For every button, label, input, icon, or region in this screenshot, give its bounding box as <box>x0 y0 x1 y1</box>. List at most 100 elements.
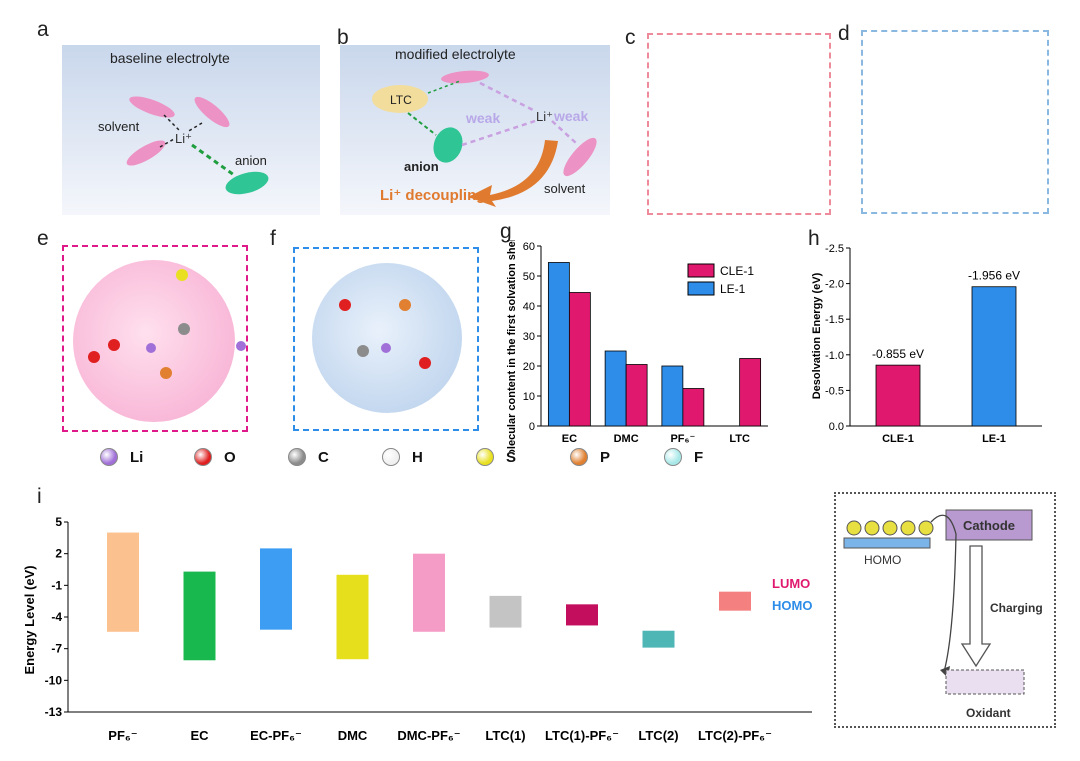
atom-legend-s: S <box>476 448 516 466</box>
x-tick-label: EC <box>562 433 577 445</box>
bar-cle-1 <box>875 364 921 427</box>
y-tick-label: -2.5 <box>825 243 844 255</box>
atom-symbol: S <box>506 448 517 466</box>
solvent-molecule <box>126 140 166 166</box>
bar-le-1 <box>604 350 627 427</box>
panel-label-e: e <box>37 227 49 250</box>
x-tick-label: LE-1 <box>982 433 1006 445</box>
x-tick-label: CLE-1 <box>882 433 914 445</box>
atom-legend: Li O C H S P F <box>100 448 720 472</box>
y-tick-label: -2.0 <box>825 279 844 291</box>
legend-label-le: LE-1 <box>720 282 746 296</box>
legend-swatch-cle <box>687 263 715 278</box>
energy-bar <box>566 604 598 626</box>
bar-cle-1 <box>625 364 648 427</box>
panel-b-title: modified electrolyte <box>395 46 516 62</box>
legend-swatch-le <box>687 281 715 296</box>
anion-label: anion <box>404 159 439 174</box>
y-tick-label: 2 <box>55 547 62 561</box>
atom-legend-f: F <box>664 448 703 466</box>
panel-a-schematic: baseline electrolyte Li⁺ solvent anion <box>62 45 320 215</box>
energy-bar <box>413 553 445 632</box>
li-ion-label: Li⁺ <box>536 109 553 124</box>
atom-symbol: F <box>694 448 704 466</box>
anion-label: anion <box>235 153 267 168</box>
y-tick-label: 40 <box>523 301 535 313</box>
bar-le-1 <box>971 286 1017 427</box>
panel-label-b: b <box>337 26 349 49</box>
atom-swatch <box>288 448 306 466</box>
y-tick-label: -10 <box>45 673 63 687</box>
atom-swatch <box>382 448 400 466</box>
y-tick-label: -13 <box>45 705 63 719</box>
panel-label-a: a <box>37 18 49 41</box>
solvent-label: solvent <box>544 181 586 196</box>
bar-cle-1 <box>739 358 762 427</box>
x-tick-label: LTC <box>729 433 750 445</box>
atom-legend-p: P <box>570 448 610 466</box>
x-tick-label: LTC(1)-PF₆⁻ <box>545 728 619 743</box>
chart-i-energy-levels: Energy Level (eV) LUMO HOMO 5 2 -1 -4 -7 -10 -… <box>22 515 812 743</box>
solvation-cluster-e <box>62 245 248 432</box>
x-tick-label: LTC(1) <box>485 728 525 743</box>
x-tick-label: LTC(2) <box>638 728 678 743</box>
atom-swatch <box>100 448 118 466</box>
y-axis-label: Desolvation Energy (eV) <box>811 272 823 399</box>
energy-bar <box>183 571 216 661</box>
energy-bar <box>107 532 139 632</box>
y-axis-label: Molecular content in the first solvation… <box>506 240 518 452</box>
y-tick-label: 60 <box>523 241 535 253</box>
y-tick-label: -1.5 <box>825 314 844 326</box>
atom-symbol: P <box>600 448 611 466</box>
bar-le-1 <box>547 262 570 427</box>
homo-label: HOMO <box>864 553 901 567</box>
x-tick-label: DMC <box>614 433 639 445</box>
weak-label: weak <box>553 108 588 124</box>
x-tick-label: EC-PF₆⁻ <box>250 728 302 743</box>
panel-label-d: d <box>838 22 850 45</box>
y-tick-label: 20 <box>523 361 535 373</box>
atom-legend-c: C <box>288 448 329 466</box>
homo-electrons <box>846 520 934 536</box>
panel-label-h: h <box>808 227 820 250</box>
solvent-molecule <box>441 70 489 84</box>
y-tick-label: 0.0 <box>829 421 844 433</box>
atom-swatch <box>476 448 494 466</box>
x-tick-label: PF₆⁻ <box>670 433 695 445</box>
energy-bar <box>260 548 292 630</box>
y-axis-label: Energy Level (eV) <box>22 565 37 674</box>
ltc-label: LTC <box>390 93 412 107</box>
atom-symbol: Li <box>130 448 144 466</box>
anion-molecule <box>225 171 269 195</box>
x-tick-label: EC <box>190 728 209 743</box>
charging-label: Charging <box>990 601 1043 615</box>
energy-bar <box>719 591 751 611</box>
legend-lumo: LUMO <box>772 576 810 591</box>
anion-molecule <box>433 127 463 163</box>
atom-legend-li: Li <box>100 448 143 466</box>
md-snapshot-d <box>861 30 1049 214</box>
data-label: -0.855 eV <box>872 347 924 361</box>
x-tick-label: LTC(2)-PF₆⁻ <box>698 728 772 743</box>
x-tick-label: PF₆⁻ <box>108 728 137 743</box>
atom-swatch <box>194 448 212 466</box>
panel-label-i: i <box>37 485 42 508</box>
y-tick-label: 30 <box>523 331 535 343</box>
energy-bar <box>642 630 675 648</box>
decoupling-label: Li⁺ decoupling <box>380 187 485 204</box>
atom-swatch <box>570 448 588 466</box>
y-tick-label: 0 <box>529 421 535 433</box>
panel-label-g: g <box>500 220 512 243</box>
atom-swatch <box>664 448 682 466</box>
solvent-molecule <box>563 137 597 177</box>
y-tick-label: -7 <box>51 642 62 656</box>
md-snapshot-c <box>647 33 831 215</box>
cathode-label: Cathode <box>963 518 1015 533</box>
y-tick-label: 10 <box>523 391 535 403</box>
legend-label-cle: CLE-1 <box>720 264 754 278</box>
bar-le-1 <box>661 365 684 427</box>
li-ion-label: Li⁺ <box>175 131 192 146</box>
y-tick-label: 50 <box>523 271 535 283</box>
atom-symbol: H <box>412 448 423 466</box>
atom-legend-o: O <box>194 448 236 466</box>
